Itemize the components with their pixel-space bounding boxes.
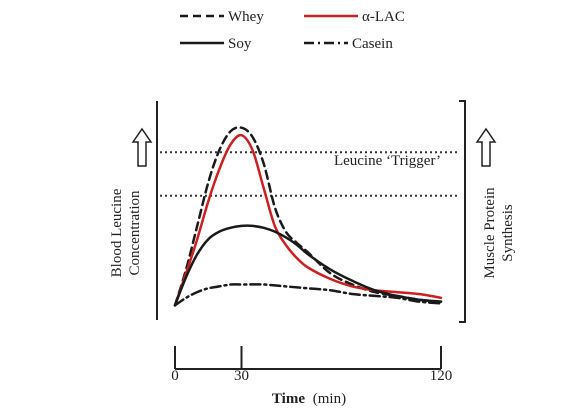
- trigger-label: Leucine ‘Trigger’: [334, 153, 441, 169]
- up-arrow-icon-left: [131, 127, 153, 167]
- legend-label-whey: Whey: [228, 9, 264, 25]
- up-arrow-icon-right: [475, 127, 497, 167]
- ylabel-left: Blood Leucine Concentration: [109, 188, 143, 277]
- legend-label-soy: Soy: [228, 36, 252, 52]
- x-ticks: 0 30 120: [171, 346, 452, 384]
- x-axis-title: Time (min): [272, 391, 346, 407]
- x-tick-label-120: 120: [430, 368, 453, 384]
- ylabel-right-line1: Muscle Protein: [482, 187, 498, 279]
- x-axis-title-unit: (min): [313, 391, 346, 407]
- x-axis: 0 30 120 Time (min): [171, 346, 452, 407]
- right-bracket: [459, 100, 466, 323]
- ylabel-left-line2: Concentration: [127, 190, 143, 275]
- x-tick-label-30: 30: [234, 368, 249, 384]
- legend-label-casein: Casein: [352, 36, 393, 52]
- series-group: [173, 126, 443, 307]
- ylabel-right: Muscle Protein Synthesis: [482, 187, 516, 279]
- x-tick-label-0: 0: [171, 368, 179, 384]
- legend: Whey α-LAC Soy Casein: [180, 9, 405, 52]
- ylabel-left-line1: Blood Leucine: [109, 188, 125, 277]
- series-line-casein: [173, 283, 443, 307]
- legend-label-alpha-lac: α-LAC: [362, 9, 405, 25]
- x-axis-title-main: Time: [272, 391, 305, 407]
- series-line-whey: [173, 126, 443, 307]
- series-line-soy: [173, 224, 443, 307]
- ylabel-right-line2: Synthesis: [500, 204, 516, 262]
